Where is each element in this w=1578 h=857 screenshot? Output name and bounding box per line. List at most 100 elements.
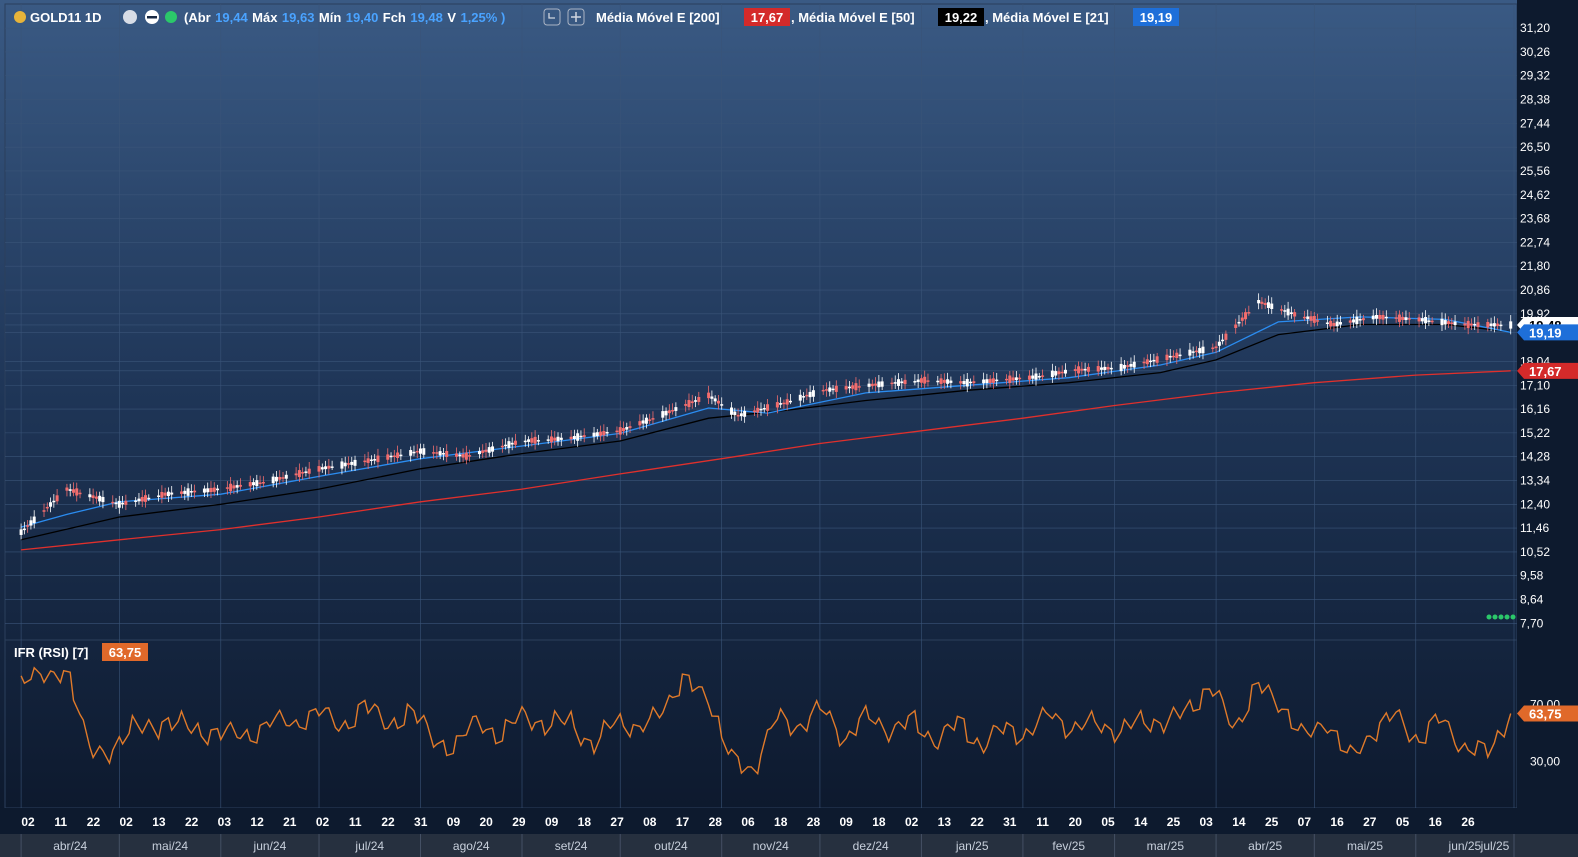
minus-glyph [147, 16, 157, 19]
candle-body [1152, 359, 1156, 362]
candle-body [595, 432, 599, 437]
candle-body [1132, 361, 1136, 368]
scroll-indicator[interactable] [1486, 614, 1516, 620]
candle-body [615, 430, 619, 433]
price-tick-label: 30,26 [1520, 45, 1550, 59]
svg-text:GOLD11 1D: GOLD11 1D [30, 10, 102, 25]
close-label: Fch [383, 10, 406, 25]
candle-body [628, 426, 632, 428]
candle-body [1145, 359, 1149, 365]
candle-body [1018, 377, 1022, 380]
ma21-label: , Média Móvel E [21] [985, 10, 1109, 25]
candle-body [134, 500, 138, 502]
day-tick-label: 07 [1298, 815, 1312, 829]
candle-body [271, 476, 275, 484]
day-tick-label: 20 [480, 815, 494, 829]
candle-body [1499, 324, 1503, 327]
candle-body [1447, 321, 1451, 325]
settings-icon[interactable] [123, 10, 137, 24]
day-tick-label: 20 [1069, 815, 1083, 829]
month-tick-label: ago/24 [453, 839, 490, 853]
candle-body [897, 379, 901, 386]
candle-body [982, 379, 986, 384]
month-tick-label: out/24 [654, 839, 688, 853]
rsi-header: IFR (RSI) [7] 63,75 [14, 643, 148, 661]
clock-icon-button[interactable] [543, 8, 561, 26]
candle-body [533, 436, 537, 444]
price-tick-label: 31,20 [1520, 21, 1550, 35]
candle-body [739, 413, 743, 417]
candle-body [1119, 363, 1123, 372]
candle-body [559, 437, 563, 440]
day-tick-label: 25 [1167, 815, 1181, 829]
day-tick-label: 21 [283, 815, 297, 829]
candle-body [1194, 350, 1198, 353]
candle-body [274, 476, 278, 482]
candle-body [392, 455, 396, 457]
candle-body [903, 379, 907, 385]
candle-body [1496, 323, 1500, 327]
candle-body [435, 452, 439, 454]
candle-body [1381, 314, 1385, 320]
day-tick-label: 18 [774, 815, 788, 829]
candle-body [1103, 366, 1107, 370]
candle-body [1155, 356, 1159, 363]
candle-body [949, 380, 953, 383]
candle-body [278, 476, 282, 480]
candle-body [1348, 320, 1352, 323]
add-indicator-button[interactable] [567, 8, 585, 26]
candle-body [674, 407, 678, 411]
ma50-label: , Média Móvel E [50] [791, 10, 915, 25]
time-axis-days: 02 11 22 02 13 22 03 12 21 02 11 22 31 09 20 29 09 18 27 08… [21, 815, 1475, 829]
candle-body [294, 473, 298, 476]
candle-body [1407, 318, 1411, 320]
candle-body [1126, 365, 1130, 367]
candle-body [160, 491, 164, 498]
candle-body [409, 450, 413, 456]
rsi-label: IFR (RSI) [7] [14, 645, 88, 660]
candle-body [1293, 312, 1297, 317]
candle-body [569, 436, 573, 440]
candle-body [1083, 368, 1087, 371]
candle-body [1165, 354, 1169, 361]
month-tick-label: jun/24 [253, 839, 287, 853]
candle-body [1211, 347, 1215, 350]
day-tick-label: 11 [54, 815, 67, 829]
candle-body [75, 488, 79, 496]
candle-body [1244, 312, 1248, 320]
candle-body [1361, 318, 1365, 321]
ma200-line [21, 370, 1511, 551]
candle-body [1247, 312, 1251, 314]
price-badge [1517, 362, 1578, 379]
candle-body [1302, 316, 1306, 319]
candle-body [648, 419, 652, 421]
candle-body [1450, 322, 1454, 324]
price-tick-label: 27,44 [1520, 116, 1550, 130]
candle-body [166, 491, 170, 497]
candle-body [1374, 314, 1378, 319]
candle-body [710, 396, 714, 399]
candle-body [651, 418, 655, 420]
candle-body [1034, 373, 1038, 380]
candle-body [1427, 320, 1431, 322]
candle-body [238, 484, 242, 487]
open-value: 19,44 [215, 10, 248, 25]
candle-body [186, 488, 190, 496]
candle-body [694, 400, 698, 402]
candle-body [389, 455, 393, 458]
candle-body [1325, 322, 1329, 325]
close-value: 19,48 [410, 10, 443, 25]
candle-body [455, 453, 459, 457]
candle-body [140, 496, 144, 502]
candle-body [504, 444, 508, 447]
price-tick-label: 29,32 [1520, 69, 1550, 83]
candle-body [468, 455, 472, 457]
rsi-series [20, 666, 1512, 776]
candle-body [1486, 322, 1490, 328]
candle-body [1489, 323, 1493, 326]
candle-body [972, 381, 976, 384]
price-tick-label: 9,58 [1520, 569, 1544, 583]
candle-body [117, 500, 121, 508]
day-tick-label: 14 [1134, 815, 1148, 829]
